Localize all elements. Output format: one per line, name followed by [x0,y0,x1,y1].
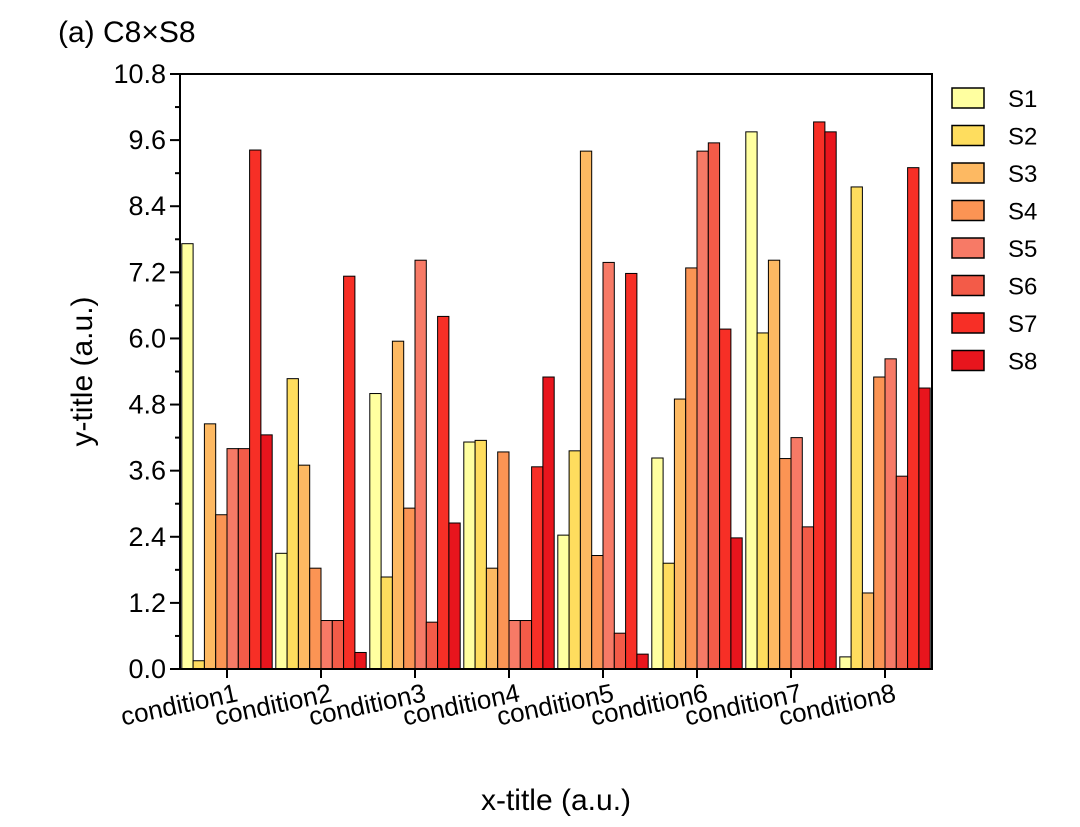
x-axis-title: x-title (a.u.) [481,784,631,817]
legend-label-s4: S4 [1008,199,1037,226]
bar-s8-condition6 [730,537,743,670]
bar-s5-condition8 [884,358,897,670]
bar-s1-condition8 [839,656,852,670]
legend-swatch-s6 [951,274,985,297]
legend-swatch-s7 [951,312,985,334]
bar-s4-condition8 [873,376,886,670]
legend-label-s7: S7 [1008,311,1037,338]
bar-s6-condition1 [237,448,251,670]
bar-s8-condition2 [354,651,367,670]
bar-s2-condition8 [850,186,863,670]
bar-s1-condition7 [745,131,758,670]
bar-s7-condition4 [531,466,544,670]
y-tick-label: 4.8 [128,390,166,420]
y-tick-label: 9.6 [128,125,166,155]
legend-label-s2: S2 [1008,124,1037,151]
bar-s5-condition5 [602,261,615,670]
bar-s2-condition5 [568,450,581,670]
bar-s8-condition1 [260,434,273,670]
bar-s7-condition7 [813,121,826,670]
bar-s6-condition8 [895,475,909,670]
bar-s2-condition2 [286,378,299,670]
y-tick-label: 3.6 [128,456,166,486]
bar-s1-condition6 [651,457,664,670]
y-tick-label: 10.8 [113,59,166,89]
bar-s5-condition2 [320,620,333,670]
bar-s6-condition7 [801,526,815,670]
bar-s8-condition4 [542,376,555,670]
bar-s4-condition2 [309,567,322,670]
bar-s7-condition3 [437,315,450,670]
bar-s2-condition3 [380,576,393,670]
bar-s8-condition5 [636,653,649,670]
y-tick-label: 2.4 [128,522,166,552]
legend-swatch-s4 [951,199,985,222]
legend-swatch-s8 [951,349,985,372]
bar-s3-condition1 [203,423,217,670]
y-tick-label: 0.0 [128,654,166,684]
bar-s7-condition8 [907,167,920,670]
bar-s3-condition3 [391,340,405,670]
legend-label-s1: S1 [1008,86,1037,113]
bar-s2-condition4 [474,439,487,670]
y-tick-label: 8.4 [128,191,166,221]
bar-s4-condition5 [591,555,604,670]
legend-swatch-s2 [951,124,985,147]
bar-s7-condition1 [249,149,262,670]
legend-label-s6: S6 [1008,274,1037,301]
bar-s1-condition2 [275,552,288,670]
bar-s7-condition5 [625,272,638,670]
bar-s6-condition5 [613,632,627,670]
bar-s4-condition1 [215,514,228,670]
bar-s5-condition4 [508,620,521,670]
bar-s5-condition1 [226,448,239,670]
bar-s4-condition4 [497,451,510,670]
bar-s8-condition7 [824,131,837,670]
bar-s1-condition5 [557,534,570,670]
y-tick-label: 6.0 [128,323,166,353]
bar-s3-condition5 [579,150,593,670]
bar-s3-condition4 [485,567,499,670]
bar-s8-condition3 [448,522,461,670]
bar-s6-condition2 [331,620,345,670]
legend-label-s3: S3 [1008,161,1037,188]
bar-s3-condition7 [767,259,781,670]
y-axis-title: y-title (a.u.) [66,296,99,446]
bar-s7-condition2 [343,275,356,670]
legend-label-s5: S5 [1008,236,1037,263]
bar-s1-condition4 [463,441,476,670]
bar-s5-condition7 [790,437,803,670]
bar-s2-condition1 [192,660,205,670]
legend-swatch-s3 [951,162,985,184]
bar-s7-condition6 [719,328,732,670]
y-tick-label: 7.2 [128,257,166,287]
legend: S1 S2 S3 S4 S5 S6 S7 S8 [951,86,1037,376]
legend-swatch-s5 [951,237,985,259]
legend-label-s8: S8 [1008,349,1037,376]
x-axis: condition1condition2condition3condition4… [118,669,898,732]
bar-s3-condition2 [297,464,311,670]
bar-s6-condition4 [519,620,533,670]
y-tick-label: 1.2 [128,588,166,618]
bar-s8-condition8 [918,387,931,670]
bar-s1-condition3 [369,393,382,670]
bar-s5-condition6 [696,150,709,670]
bar-s6-condition3 [425,621,439,670]
bars-group [181,121,931,670]
bar-s4-condition7 [779,458,792,670]
plot-frame [179,73,933,670]
bar-s4-condition3 [403,507,416,670]
bar-s3-condition6 [673,398,687,670]
legend-swatch-s1 [951,87,985,109]
y-axis: 0.0 1.2 2.4 3.6 4.8 6.0 7.2 8.4 9.6 10.8 [113,59,180,684]
bar-s3-condition8 [861,592,875,670]
bar-s6-condition6 [707,142,721,670]
bar-s4-condition6 [685,267,698,670]
chart-title: (a) C8×S8 [58,16,196,49]
bar-s2-condition7 [756,332,769,670]
bar-s2-condition6 [662,562,675,670]
bar-s1-condition1 [181,243,194,670]
bar-s5-condition3 [414,259,427,670]
